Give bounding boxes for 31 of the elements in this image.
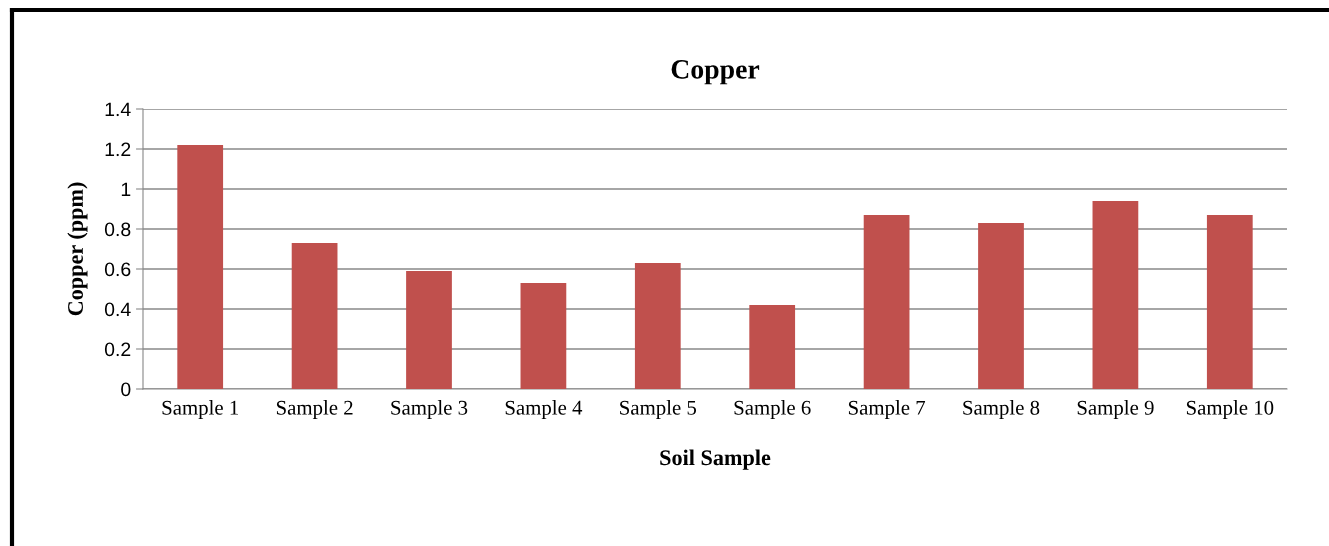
bar xyxy=(291,243,338,389)
y-tick-label: 0.4 xyxy=(104,302,131,317)
x-tick-label: Sample 3 xyxy=(391,400,468,419)
chart-title: Copper xyxy=(671,60,760,85)
x-tick-label: Sample 8 xyxy=(963,400,1040,419)
x-tick-label: Sample 9 xyxy=(1077,400,1154,419)
bar xyxy=(1092,201,1139,389)
y-tick-label: 1 xyxy=(121,182,131,197)
x-tick-label: Sample 7 xyxy=(848,400,926,419)
y-tick-label: 0 xyxy=(121,382,131,397)
y-tick-label: 1.4 xyxy=(105,102,131,117)
x-tick-label: Sample 2 xyxy=(276,400,353,419)
x-tick-label: Sample 5 xyxy=(620,400,697,419)
bar xyxy=(978,223,1024,389)
y-tick-label: 0.6 xyxy=(104,262,131,277)
bar xyxy=(749,305,796,389)
bar xyxy=(634,263,681,389)
y-tick-label: 0.8 xyxy=(104,222,131,237)
bar xyxy=(177,145,224,389)
x-axis-title: Soil Sample xyxy=(660,449,771,470)
y-axis-title: Copper (ppm) xyxy=(67,182,88,316)
y-tick-label: 0.2 xyxy=(104,342,131,357)
x-tick-label: Sample 6 xyxy=(734,400,811,419)
bar xyxy=(406,271,452,389)
x-tick-label: Sample 1 xyxy=(162,400,239,419)
x-tick-label: Sample 4 xyxy=(505,400,583,419)
bar xyxy=(863,215,910,389)
bar xyxy=(1206,215,1253,389)
bar xyxy=(520,283,567,389)
x-tick-label: Sample 10 xyxy=(1186,400,1274,419)
y-tick-label: 1.2 xyxy=(105,142,131,157)
